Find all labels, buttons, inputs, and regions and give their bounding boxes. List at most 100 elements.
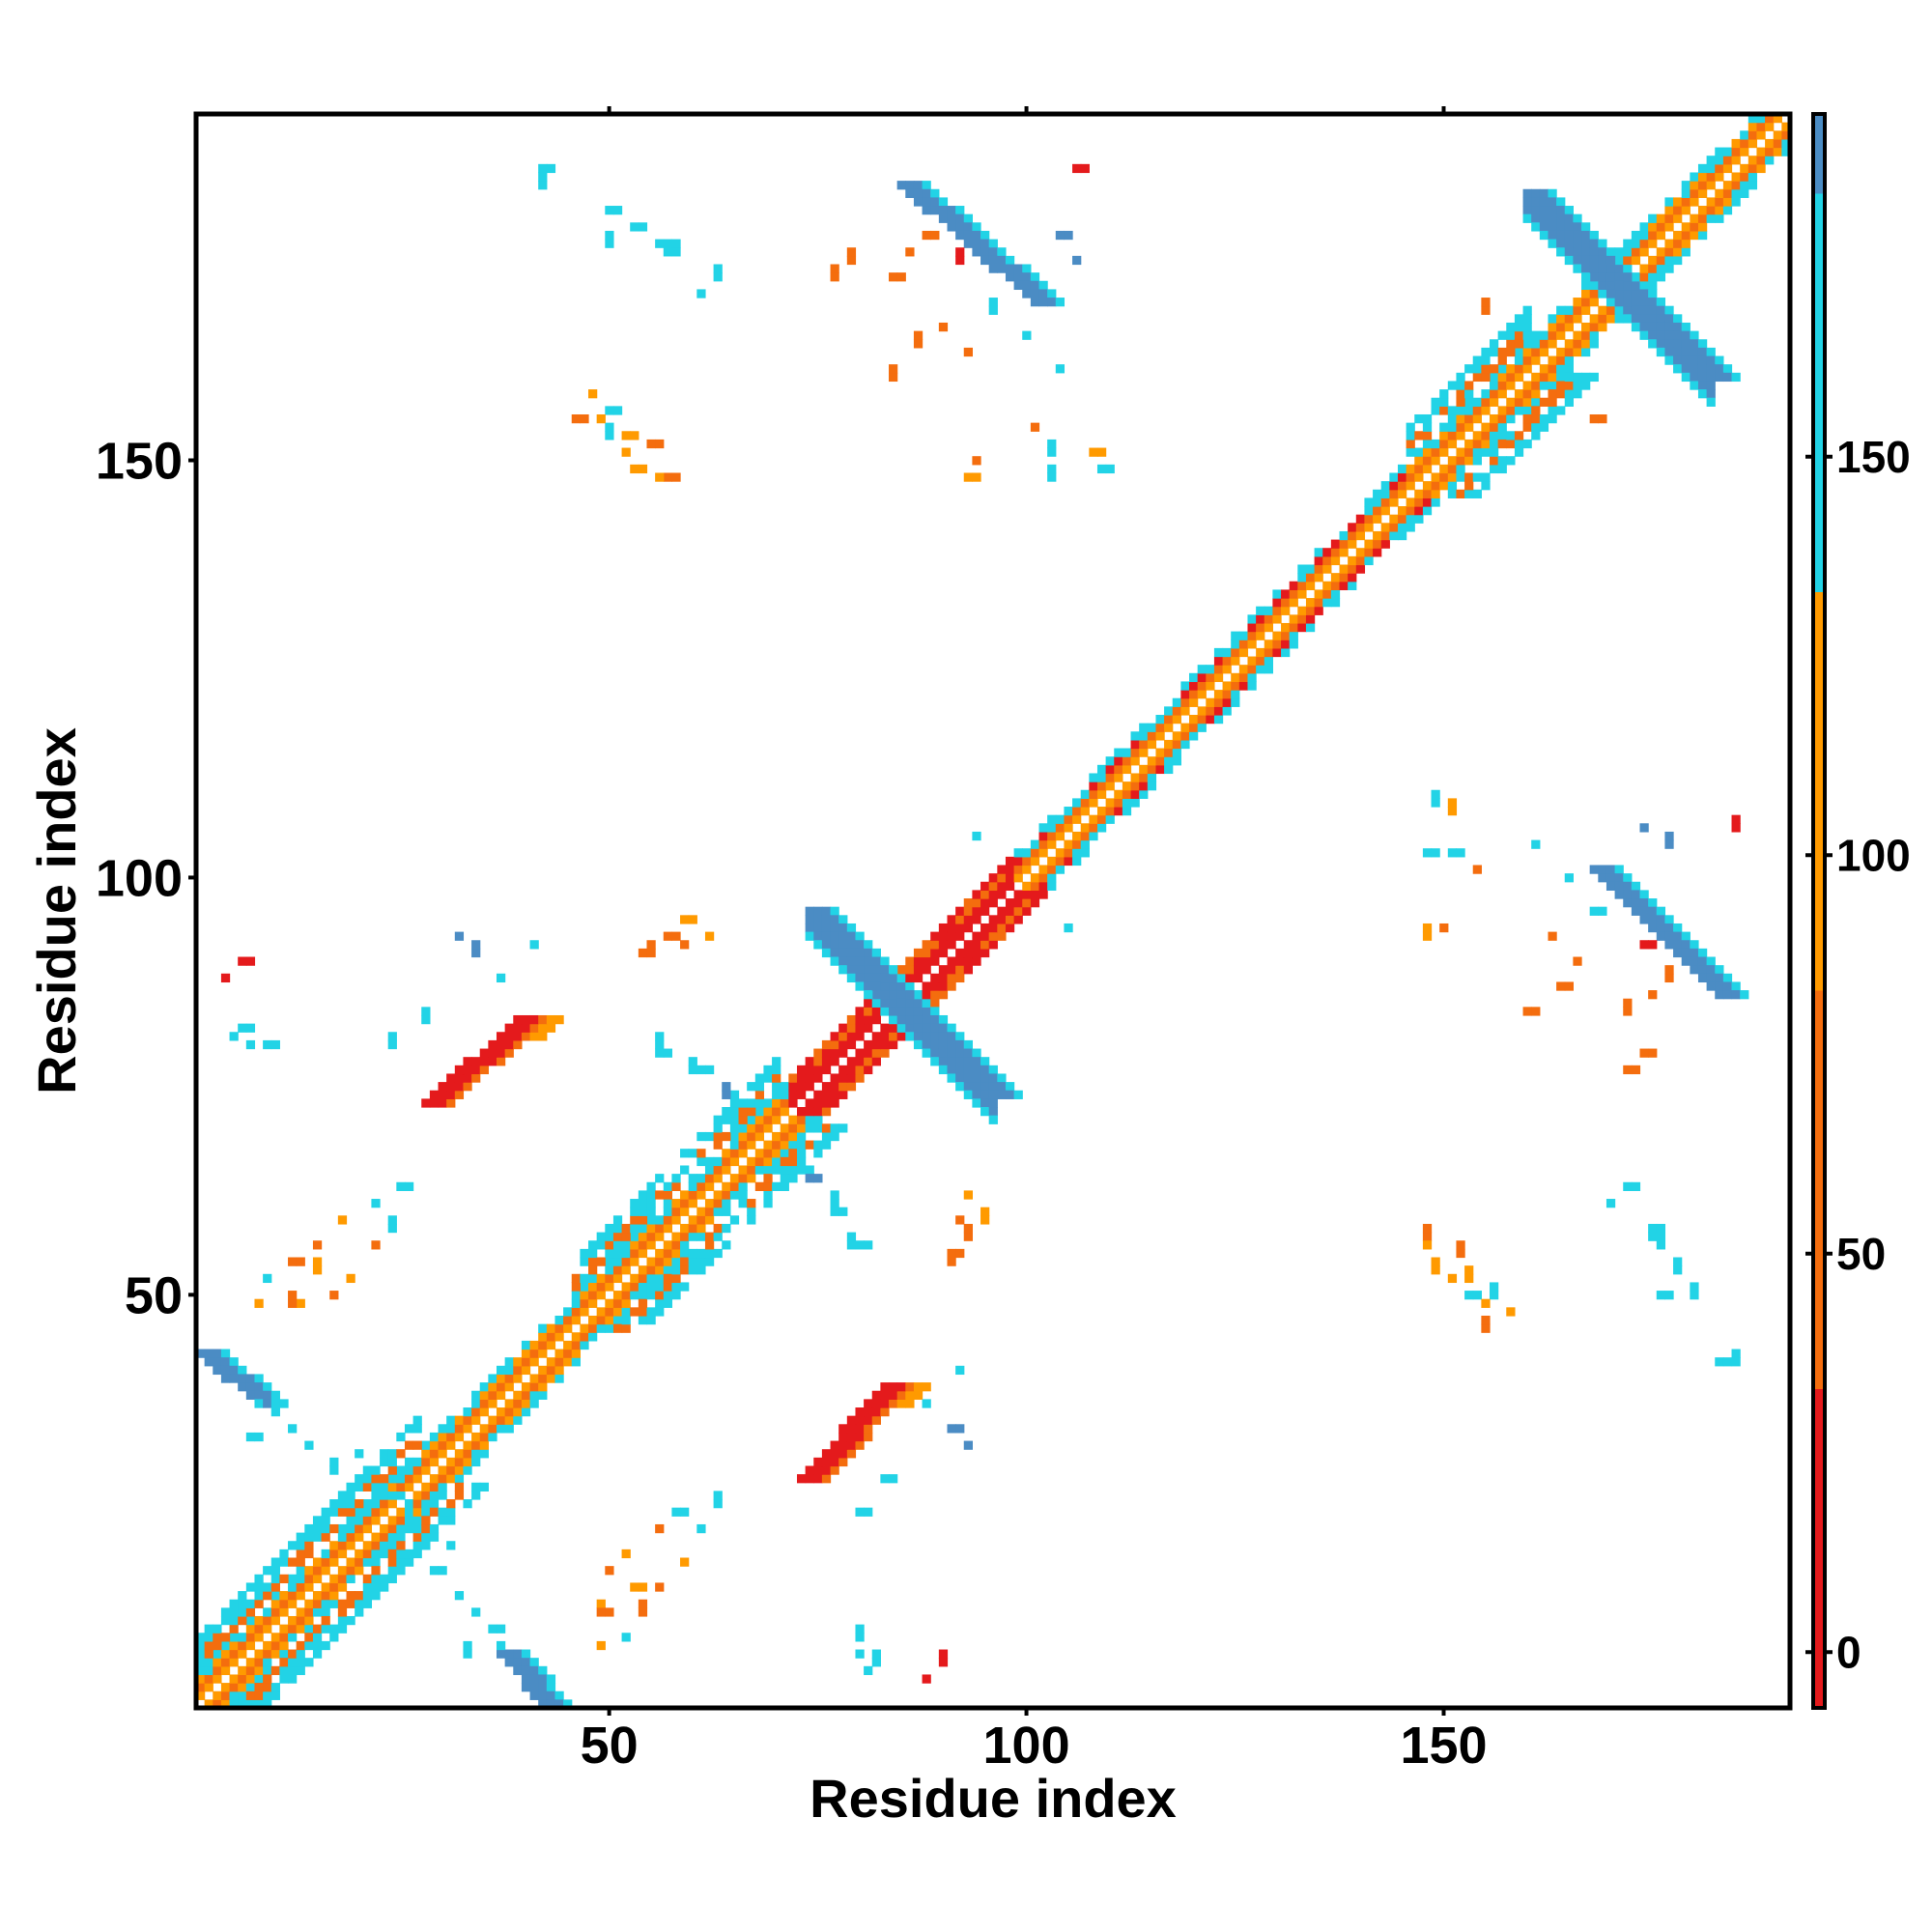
heatmap-cell xyxy=(813,923,823,933)
heatmap-cell xyxy=(1089,823,1098,833)
heatmap-cell xyxy=(813,1107,823,1117)
heatmap-cell xyxy=(1690,965,1699,975)
heatmap-cell xyxy=(980,931,990,941)
heatmap-cell xyxy=(1013,898,1023,908)
heatmap-cell xyxy=(1581,330,1591,340)
heatmap-cell xyxy=(371,1532,381,1542)
heatmap-cell xyxy=(1490,422,1499,432)
heatmap-cell xyxy=(1464,439,1474,449)
heatmap-cell xyxy=(1690,355,1699,365)
heatmap-cell xyxy=(1715,364,1724,374)
heatmap-cell xyxy=(713,1232,723,1241)
heatmap-cell xyxy=(1122,764,1132,775)
heatmap-cell xyxy=(429,1098,440,1108)
heatmap-cell xyxy=(972,831,981,841)
heatmap-cell xyxy=(1614,314,1624,324)
heatmap-cell xyxy=(488,1374,497,1383)
heatmap-cell xyxy=(346,1574,355,1584)
heatmap-cell xyxy=(1548,230,1557,241)
heatmap-cell xyxy=(588,1257,598,1266)
heatmap-cell xyxy=(521,1382,531,1392)
heatmap-cell xyxy=(1380,523,1390,532)
heatmap-cell xyxy=(1380,530,1390,541)
heatmap-cell xyxy=(1464,472,1474,482)
heatmap-cell xyxy=(1247,672,1257,683)
heatmap-cell xyxy=(1256,622,1265,633)
heatmap-cell xyxy=(988,239,998,248)
heatmap-cell xyxy=(288,1658,298,1667)
heatmap-cell xyxy=(571,1273,581,1284)
heatmap-cell xyxy=(270,1407,280,1417)
heatmap-cell xyxy=(1564,206,1574,215)
heatmap-cell xyxy=(412,1541,422,1550)
heatmap-cell xyxy=(821,915,832,924)
heatmap-cell xyxy=(229,1032,239,1041)
heatmap-cell xyxy=(396,1548,406,1559)
heatmap-cell xyxy=(1506,439,1516,449)
heatmap-cell xyxy=(204,1683,213,1692)
heatmap-cell xyxy=(1522,206,1532,215)
heatmap-cell xyxy=(1722,181,1733,190)
heatmap-cell xyxy=(346,1591,355,1601)
heatmap-cell xyxy=(1447,807,1458,816)
heatmap-cell xyxy=(1664,305,1674,315)
heatmap-cell xyxy=(521,1658,531,1667)
heatmap-cell xyxy=(1740,181,1749,190)
heatmap-cell xyxy=(346,1541,355,1550)
heatmap-cell xyxy=(1072,839,1082,849)
heatmap-cell xyxy=(1414,514,1424,524)
heatmap-cell xyxy=(588,1315,598,1325)
heatmap-cell xyxy=(1022,272,1032,282)
heatmap-cell xyxy=(371,1582,381,1592)
heatmap-cell xyxy=(680,1248,690,1259)
heatmap-cell xyxy=(922,230,931,241)
heatmap-cell xyxy=(646,1223,656,1234)
heatmap-cell xyxy=(396,1516,406,1525)
heatmap-cell xyxy=(821,1457,832,1467)
heatmap-cell xyxy=(1648,272,1658,282)
heatmap-cell xyxy=(1105,807,1115,816)
heatmap-cell xyxy=(754,1098,765,1108)
heatmap-cell xyxy=(855,1649,865,1659)
heatmap-cell xyxy=(605,1315,614,1325)
heatmap-cell xyxy=(696,1223,706,1234)
heatmap-cell xyxy=(1598,873,1607,883)
heatmap-cell xyxy=(638,222,648,232)
heatmap-cell xyxy=(1022,848,1032,858)
heatmap-cell xyxy=(988,881,998,891)
heatmap-cell xyxy=(972,890,981,899)
heatmap-cell xyxy=(1581,247,1591,257)
heatmap-cell xyxy=(463,1440,472,1450)
heatmap-cell xyxy=(421,1541,431,1550)
heatmap-cell xyxy=(1456,381,1465,390)
heatmap-cell xyxy=(296,1591,305,1601)
heatmap-cell xyxy=(1631,898,1641,908)
heatmap-cell xyxy=(346,1557,355,1567)
heatmap-cell xyxy=(913,197,923,207)
heatmap-cell xyxy=(1155,714,1165,724)
heatmap-cell xyxy=(988,940,998,950)
heatmap-cell xyxy=(229,1374,239,1383)
heatmap-cell xyxy=(329,1499,339,1509)
heatmap-cell xyxy=(270,1640,280,1651)
heatmap-cell xyxy=(630,464,639,474)
heatmap-cell xyxy=(896,181,906,190)
heatmap-cell xyxy=(387,1032,397,1041)
heatmap-cell xyxy=(688,1181,697,1191)
heatmap-cell xyxy=(1605,280,1616,291)
heatmap-cell xyxy=(1681,339,1690,349)
heatmap-cell xyxy=(220,1374,231,1383)
heatmap-cell xyxy=(479,1399,489,1408)
heatmap-cell xyxy=(1305,614,1316,624)
heatmap-cell xyxy=(220,1690,231,1700)
heatmap-cell xyxy=(880,1390,890,1400)
heatmap-cell xyxy=(1047,856,1057,867)
heatmap-cell xyxy=(988,1073,998,1083)
heatmap-cell xyxy=(1648,1232,1658,1241)
heatmap-cell xyxy=(270,1574,280,1584)
heatmap-cell xyxy=(1038,865,1048,874)
heatmap-cell xyxy=(855,1415,865,1425)
heatmap-cell xyxy=(905,188,915,198)
heatmap-cell xyxy=(254,1399,264,1408)
heatmap-cell xyxy=(646,1265,656,1275)
